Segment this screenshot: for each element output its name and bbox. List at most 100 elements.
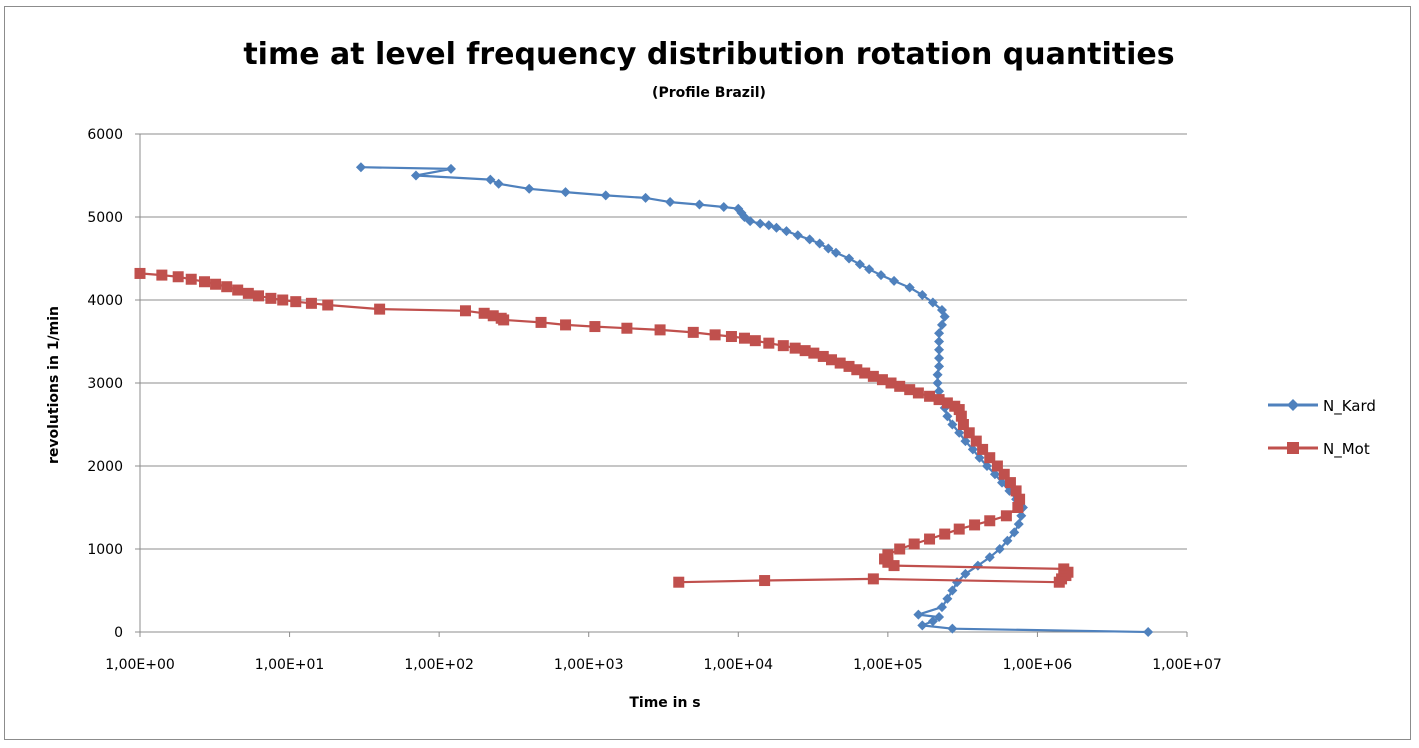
data-point-n-mot (498, 314, 510, 326)
data-point-n-mot (789, 342, 801, 354)
data-point-n-mot (621, 322, 633, 334)
data-point-n-mot (210, 278, 222, 290)
series-n-mot (134, 267, 1074, 588)
x-tick-label: 1,00E+02 (404, 657, 474, 673)
x-tick-label: 1,00E+06 (1003, 657, 1073, 673)
data-point-n-mot (867, 370, 879, 382)
data-point-n-kard (932, 369, 943, 380)
chart-frame: time at level frequency distribution rot… (4, 6, 1411, 740)
data-point-n-mot (1004, 477, 1016, 489)
data-point-n-mot (885, 377, 897, 389)
data-point-n-mot (777, 340, 789, 352)
chart-title: time at level frequency distribution rot… (243, 37, 1174, 72)
data-point-n-kard (934, 361, 945, 372)
data-point-n-kard (493, 178, 504, 189)
data-point-n-mot (290, 296, 302, 308)
data-point-n-kard (1002, 535, 1013, 546)
series-line-n-kard (360, 166, 1149, 634)
data-point-n-kard (994, 544, 1005, 554)
data-point-n-kard (560, 187, 571, 198)
x-tick-label: 1,00E+03 (554, 657, 624, 673)
data-point-n-kard (763, 220, 774, 231)
data-point-n-kard (830, 247, 841, 258)
data-point-n-mot (487, 310, 499, 322)
data-point-n-kard (445, 163, 456, 174)
data-point-n-mot (977, 443, 989, 455)
axes (135, 133, 1188, 637)
data-point-n-kard (934, 328, 945, 339)
y-tick-label: 3000 (87, 376, 123, 392)
data-point-n-mot (953, 404, 965, 416)
data-point-n-mot (843, 360, 855, 372)
data-point-n-mot (221, 281, 233, 293)
data-point-n-mot (924, 533, 936, 545)
data-point-n-mot (673, 576, 685, 588)
x-axis-title: Time in s (629, 695, 700, 711)
data-point-n-kard (927, 616, 938, 627)
data-point-n-kard (781, 226, 792, 237)
data-point-n-kard (960, 436, 971, 447)
data-point-n-mot (834, 357, 846, 369)
data-point-n-kard (640, 192, 651, 203)
data-point-n-kard (814, 238, 825, 249)
data-point-n-mot (894, 543, 906, 555)
data-point-n-kard (665, 197, 676, 208)
data-point-n-kard (844, 253, 855, 264)
y-tick-label: 5000 (87, 210, 123, 226)
data-point-n-mot (156, 269, 168, 281)
data-point-n-mot (759, 575, 771, 587)
x-tick-label: 1,00E+04 (704, 657, 774, 673)
data-point-n-kard (524, 183, 535, 194)
legend-label-n-mot: N_Mot (1323, 440, 1370, 459)
data-point-n-kard (934, 336, 945, 347)
y-tick-label: 0 (114, 625, 123, 641)
data-point-n-mot (941, 397, 953, 409)
data-point-n-kard (792, 230, 803, 241)
data-point-n-kard (954, 427, 965, 438)
data-point-n-mot (277, 294, 289, 306)
data-point-n-mot (199, 276, 211, 288)
data-point-n-mot (963, 427, 975, 439)
data-point-n-mot (904, 384, 916, 396)
data-point-n-mot (185, 273, 197, 285)
data-point-n-mot (172, 271, 184, 283)
data-point-n-mot (894, 380, 906, 392)
data-point-n-kard (981, 461, 992, 471)
legend-item-n-mot: N_Mot (1268, 440, 1370, 459)
data-point-n-mot (535, 316, 547, 328)
data-point-n-mot (957, 419, 969, 430)
chart-svg: time at level frequency distribution rot… (46, 37, 1376, 711)
data-point-n-kard (1013, 519, 1024, 530)
x-tick-label: 1,00E+00 (105, 657, 175, 673)
data-point-n-kard (942, 411, 953, 422)
data-point-n-mot (826, 354, 838, 366)
legend-marker-n-mot (1287, 442, 1299, 454)
data-point-n-mot (322, 299, 334, 311)
data-point-n-mot (984, 515, 996, 527)
data-point-n-mot (933, 394, 945, 406)
x-tick-label: 1,00E+05 (853, 657, 923, 673)
data-point-n-kard (947, 585, 958, 596)
data-point-n-mot (738, 332, 750, 344)
data-point-n-mot (817, 350, 829, 362)
series (134, 162, 1154, 637)
data-point-n-kard (485, 174, 496, 185)
data-point-n-mot (1012, 502, 1024, 513)
data-point-n-kard (934, 344, 945, 355)
data-point-n-kard (1016, 510, 1027, 521)
data-point-n-mot (232, 284, 244, 296)
data-point-n-mot (560, 319, 572, 331)
data-point-n-kard (854, 259, 865, 270)
data-point-n-mot (882, 556, 894, 568)
data-point-n-mot (589, 321, 601, 333)
data-point-n-kard (974, 452, 985, 463)
data-point-n-mot (1053, 576, 1065, 588)
data-point-n-kard (939, 311, 950, 322)
data-point-n-mot (763, 337, 775, 349)
data-point-n-mot (459, 305, 471, 317)
data-point-n-kard (804, 234, 815, 245)
data-point-n-mot (970, 435, 982, 447)
legend-item-n-kard: N_Kard (1268, 397, 1376, 416)
data-point-n-mot (912, 387, 924, 399)
data-point-n-mot (725, 331, 737, 343)
